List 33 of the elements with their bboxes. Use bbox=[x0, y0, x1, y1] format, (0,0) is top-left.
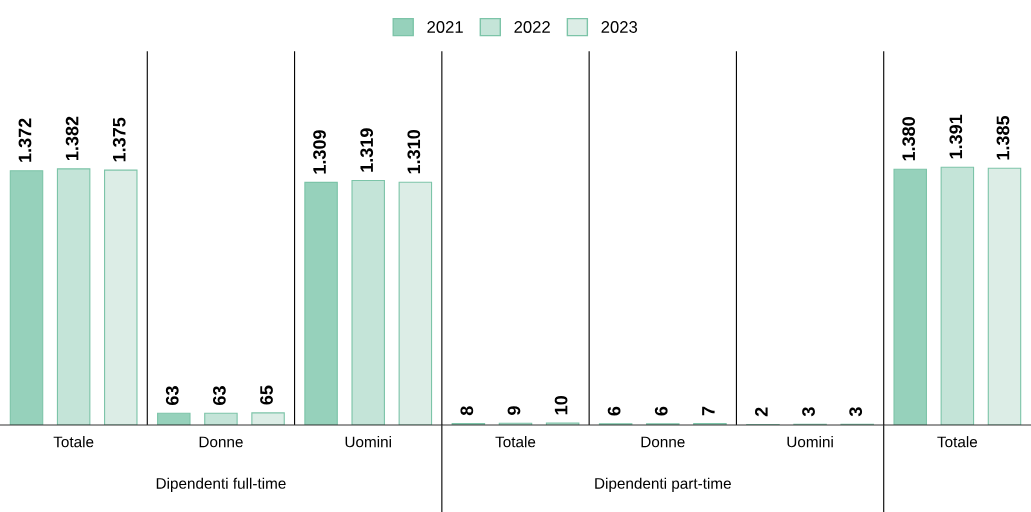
data-label: 1.309 bbox=[313, 130, 326, 174]
data-label: 1.385 bbox=[996, 115, 1010, 160]
data-label: 1.310 bbox=[407, 130, 421, 174]
data-label: 1.391 bbox=[949, 114, 963, 159]
x-tick-label: Totale bbox=[495, 436, 536, 448]
x-tick-label: Totale bbox=[53, 436, 94, 448]
data-label: 7 bbox=[702, 406, 715, 416]
data-label: 1.380 bbox=[902, 117, 916, 161]
text: Dipendenti part-time bbox=[595, 477, 731, 492]
legend-label: 2021 bbox=[427, 21, 463, 33]
data-label: 3 bbox=[849, 407, 863, 417]
data-label: 65 bbox=[260, 385, 273, 405]
x-tick-label: Uomini bbox=[345, 436, 391, 448]
data-label: 3 bbox=[802, 407, 815, 417]
data-label: 6 bbox=[607, 406, 621, 416]
data-label: 2 bbox=[755, 407, 768, 417]
data-label: 1.372 bbox=[18, 118, 32, 162]
data-label: 1.319 bbox=[360, 128, 374, 172]
legend-label: 2023 bbox=[601, 21, 638, 33]
data-label: 9 bbox=[507, 406, 521, 415]
legend-label: 2022 bbox=[514, 21, 550, 33]
data-label: 8 bbox=[460, 406, 474, 416]
data-label: 10 bbox=[554, 396, 568, 415]
data-label: 1.382 bbox=[65, 116, 79, 160]
data-label: 63 bbox=[165, 386, 179, 405]
text: Dipendenti full-time bbox=[156, 477, 286, 492]
x-tick-label: Uomini bbox=[787, 436, 833, 448]
data-label: 1.375 bbox=[112, 117, 126, 162]
x-tick-label: Donne bbox=[641, 436, 685, 448]
x-tick-label: Donne bbox=[199, 436, 243, 448]
data-label: 63 bbox=[212, 386, 226, 405]
data-label: 6 bbox=[654, 406, 668, 416]
x-tick-label: Totale bbox=[937, 436, 978, 448]
